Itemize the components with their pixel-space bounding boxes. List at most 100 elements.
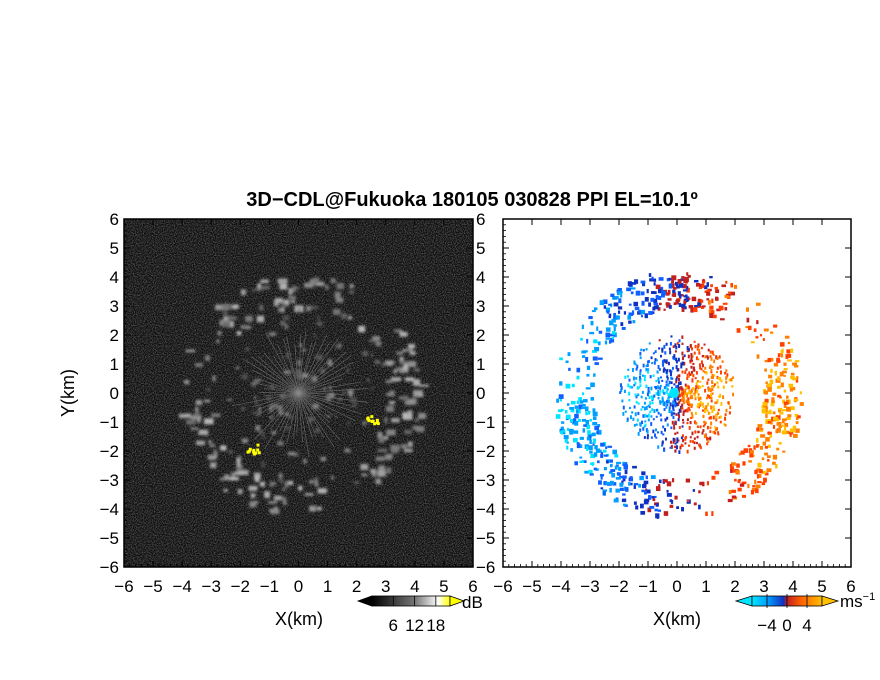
velocity-ring-cell — [737, 479, 741, 484]
velocity-core-cell — [703, 420, 706, 424]
velocity-core-cell — [716, 356, 719, 361]
velocity-ring-cell — [573, 418, 577, 421]
velocity-core-cell — [657, 385, 660, 390]
velocity-core-cell — [716, 366, 719, 370]
y-tick-label: 0 — [110, 384, 119, 403]
echo-blob — [284, 426, 291, 430]
velocity-ring-cell — [558, 394, 564, 399]
velocity-ring-cell — [622, 493, 626, 496]
echo-spoke — [251, 356, 299, 394]
echo-blob — [313, 277, 320, 284]
velocity-core-cell — [652, 429, 655, 434]
echo-blob — [335, 344, 340, 349]
velocity-core-cell — [668, 394, 671, 397]
velocity-core-cell — [652, 418, 655, 421]
velocity-ring-cell — [579, 460, 585, 463]
velocity-core-cell — [725, 376, 728, 380]
echo-blob — [222, 321, 231, 328]
velocity-ring-cell — [655, 486, 661, 492]
velocity-ring-cell — [667, 289, 671, 295]
velocity-core-cell — [706, 381, 709, 385]
velocity-ring-cell — [788, 431, 794, 435]
echo-blob — [371, 471, 377, 477]
velocity-ring-cell — [686, 287, 690, 293]
velocity-core-cell — [666, 399, 669, 404]
echo-spoke — [298, 340, 317, 394]
velocity-ring-cell — [674, 495, 678, 500]
velocity-ring-cell — [622, 461, 625, 464]
velocity-core-cell — [681, 342, 684, 345]
velocity-core-cell — [659, 402, 662, 405]
velocity-core-cell — [701, 363, 704, 368]
echo-blob — [297, 373, 303, 380]
velocity-ring-cell — [653, 302, 659, 306]
velocity-core-cell — [708, 416, 711, 420]
echo-blob — [285, 352, 290, 359]
echo-blob — [320, 368, 325, 374]
velocity-ring-cell — [701, 279, 706, 284]
echo-blob — [297, 359, 302, 366]
echo-blob — [204, 399, 211, 403]
velocity-core-cell — [678, 401, 681, 404]
velocity-core-cell — [659, 354, 662, 358]
echo-blob — [223, 488, 228, 493]
echo-blob — [322, 386, 327, 391]
echo-blob — [258, 430, 264, 435]
velocity-ring-cell — [628, 320, 632, 324]
echo-blob — [413, 379, 421, 386]
velocity-ring-cell — [682, 284, 687, 289]
velocity-ring-cell — [638, 309, 641, 314]
velocity-ring-cell — [714, 286, 718, 290]
velocity-core-cell — [681, 361, 684, 366]
velocity-core-cell — [658, 368, 661, 371]
echo-blob — [277, 405, 283, 410]
velocity-ring-cell — [799, 391, 802, 395]
velocity-core-cell — [717, 408, 720, 412]
velocity-ring-cell — [619, 487, 624, 491]
velocity-core-cell — [672, 437, 675, 442]
velocity-ring-cell — [767, 444, 771, 448]
echo-spoke — [298, 392, 361, 415]
velocity-ring-cell — [579, 400, 584, 404]
velocity-core-cell — [694, 377, 697, 380]
velocity-ring-cell — [772, 425, 776, 429]
velocity-core-cell — [712, 405, 715, 408]
velocity-ring-cell — [764, 390, 769, 395]
velocity-core-cell — [641, 405, 644, 409]
velocity-ring-cell — [759, 469, 763, 473]
echo-blob — [236, 462, 241, 467]
velocity-core-cell — [689, 360, 692, 364]
echo-blob — [290, 300, 296, 303]
velocity-ring-cell — [652, 498, 656, 502]
velocity-core-cell — [709, 350, 712, 353]
velocity-ring-cell — [590, 397, 594, 401]
velocity-ring-cell — [783, 426, 787, 431]
velocity-ring-cell — [555, 414, 561, 419]
echo-blob — [228, 450, 233, 454]
velocity-ring-cell — [769, 434, 773, 438]
velocity-axis-ticks: −6 −5 −4 −3 −2 −1 0 1 2 3 4 5 6 — [493, 218, 856, 596]
velocity-ring-cell — [567, 352, 571, 357]
velocity-core-cell — [697, 402, 700, 407]
echo-blob — [407, 410, 413, 417]
echo-blob — [381, 363, 389, 367]
velocity-core-cell — [657, 396, 660, 400]
y-tick-label-right: −6 — [476, 558, 495, 577]
velocity-core-cell — [665, 380, 668, 384]
velocity-core-cell — [634, 381, 637, 385]
echo-blob — [295, 372, 300, 379]
velocity-core-cell — [685, 368, 688, 371]
echo-spoke — [286, 336, 299, 394]
velocity-core-cell — [694, 387, 697, 392]
velocity-core-cell — [698, 406, 701, 409]
velocity-ring-cell — [763, 477, 767, 483]
velocity-ring-cell — [580, 337, 583, 341]
velocity-ring-cell — [612, 449, 618, 455]
velocity-core-cell — [727, 401, 730, 404]
echo-blob — [360, 463, 369, 471]
velocity-ring-cell — [582, 404, 586, 407]
velocity-ring-cell — [644, 296, 649, 302]
velocity-core-cell — [682, 391, 685, 396]
velocity-core-cell — [712, 353, 715, 356]
velocity-ring-cell — [605, 332, 611, 338]
